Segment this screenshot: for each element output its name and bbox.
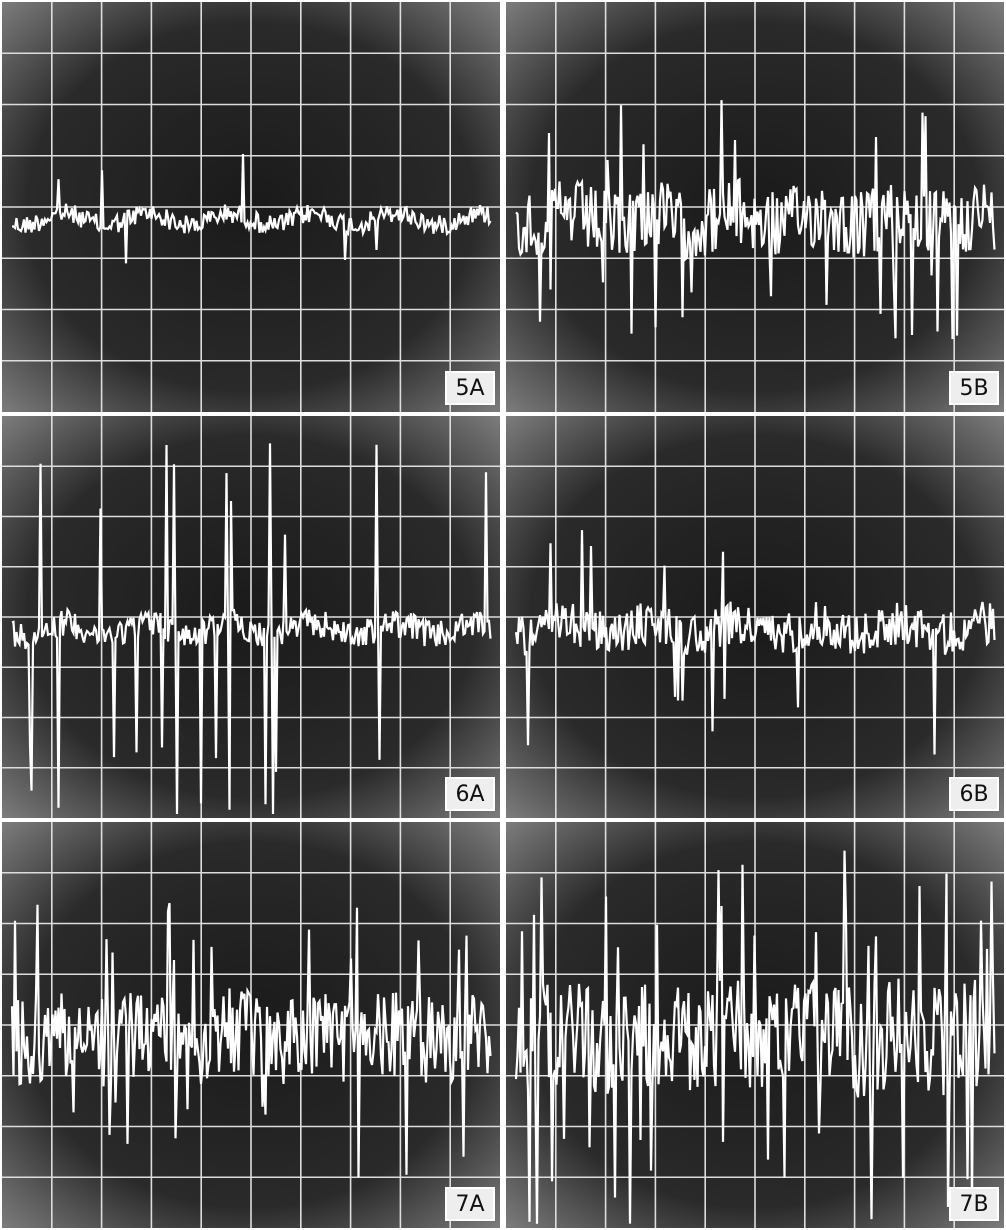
- panel-label: 5A: [455, 376, 484, 401]
- panel-label: 5B: [959, 376, 988, 401]
- label-box: [949, 777, 999, 811]
- panel: 6A: [2, 416, 500, 818]
- panel-label: 7A: [455, 1192, 484, 1217]
- panel: 5B: [506, 2, 1004, 412]
- label-box: [445, 371, 495, 405]
- trace: [515, 100, 996, 340]
- label-box: [949, 371, 999, 405]
- panel: 5A: [2, 2, 500, 412]
- label-box: [445, 1187, 495, 1221]
- trace: [11, 443, 492, 815]
- label-box: [445, 777, 495, 811]
- panel-label: 6A: [455, 782, 484, 807]
- trace: [514, 530, 996, 755]
- label-box: [949, 1187, 999, 1221]
- panel-label: 7B: [959, 1192, 988, 1217]
- panel: 7A: [2, 822, 500, 1228]
- panel: 7B: [506, 822, 1004, 1228]
- panel-label: 6B: [959, 782, 988, 807]
- trace: [514, 850, 996, 1224]
- panel: 6B: [506, 416, 1004, 818]
- trace: [12, 153, 492, 264]
- trace: [10, 902, 492, 1178]
